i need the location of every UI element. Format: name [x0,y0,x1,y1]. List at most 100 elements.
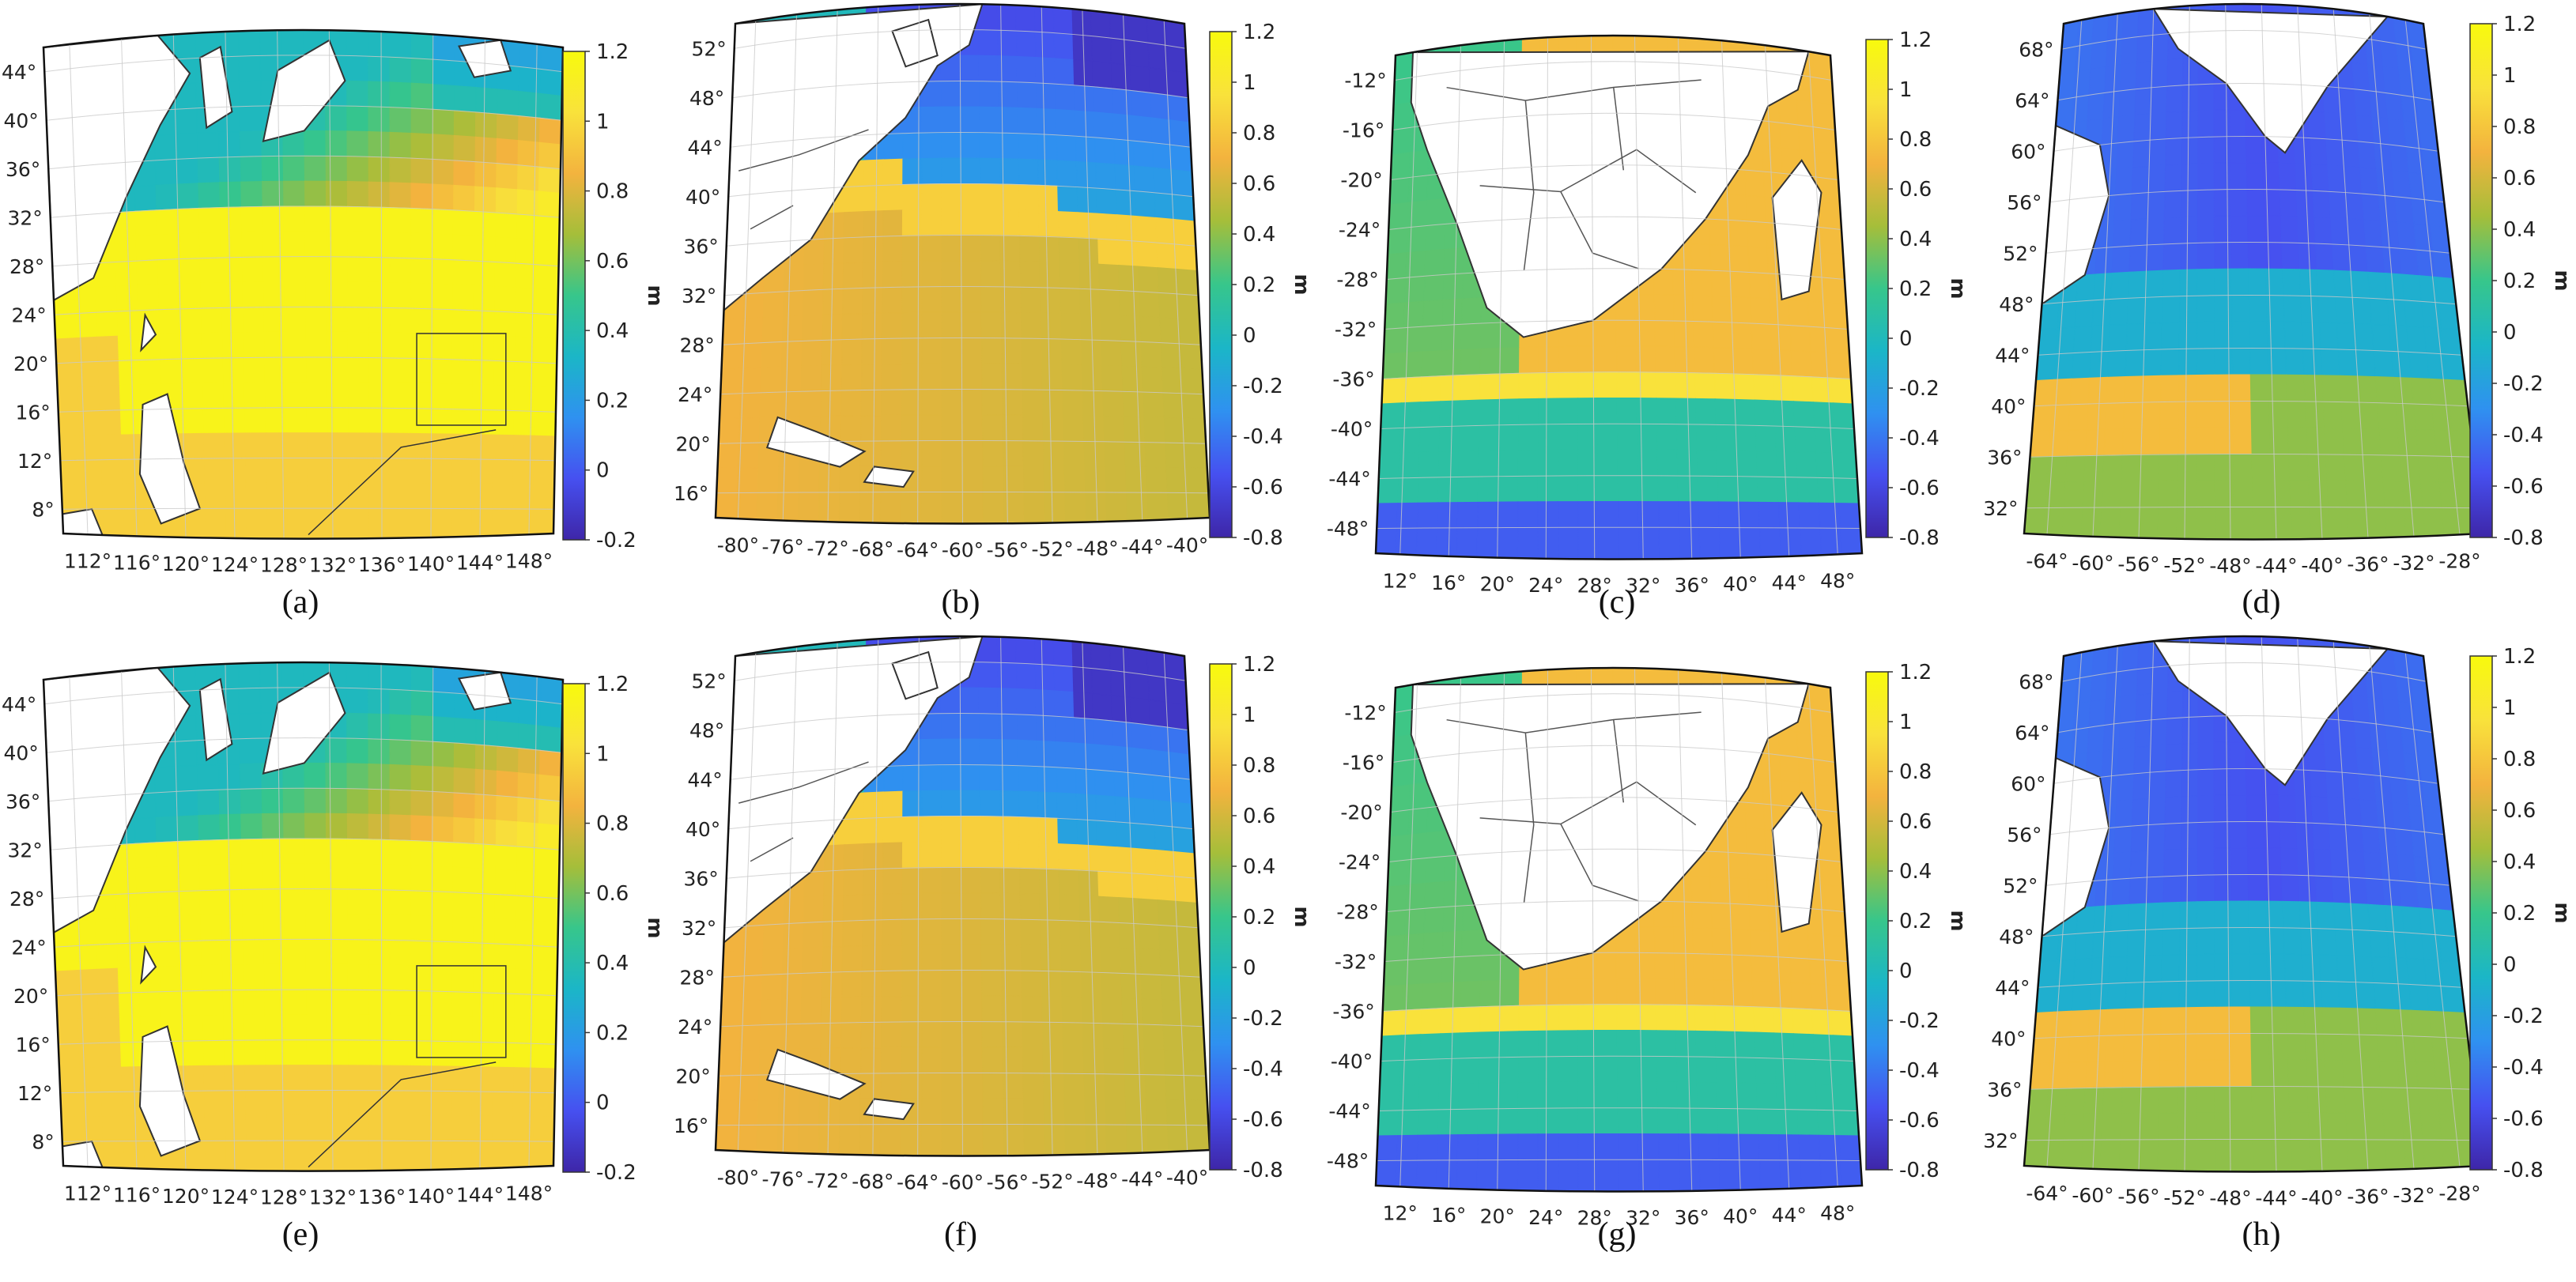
colorbar-unit: m [1290,273,1313,295]
colorbar-tick-label: 0.8 [596,180,629,204]
lon-tick-label: -60° [2072,552,2113,575]
lat-tick-label: 20° [13,985,48,1008]
lon-tick-label: 120° [162,552,210,575]
map-frame [714,2,1211,525]
graticule-lon [1765,45,1790,556]
lat-tick-label: 36° [6,790,40,813]
graticule-lon [1041,6,1053,523]
graticule-lon [2225,636,2231,1172]
lon-tick-label: -68° [852,538,893,561]
colorbar [1865,39,1889,538]
colorbar-tick-label: 0.4 [596,952,629,975]
lon-tick-label: -60° [942,1171,984,1194]
lat-tick-label: -36° [1332,1001,1374,1024]
lon-tick-label: -52° [2163,1186,2205,1209]
graticule-lon [277,30,285,539]
lat-tick-label: 40° [1991,1027,2026,1050]
lat-tick-label: -40° [1331,418,1373,441]
lon-tick-label: 20° [1480,573,1515,596]
colorbar-tick-label: -0.2 [2503,1005,2544,1028]
lat-tick-label: -44° [1328,1100,1370,1123]
country-border [1479,781,1697,826]
colorbar-tick-label: -0.8 [2503,526,2544,550]
lat-tick-label: 52° [2003,242,2038,265]
lon-tick-label: -64° [897,1171,939,1193]
lat-tick-label: -12° [1344,70,1386,92]
graticule-lat [2030,1085,2474,1090]
lat-tick-label: 12° [17,450,52,473]
colorbar-tick-label: 0.2 [1899,910,1932,933]
land-mass [2151,8,2389,154]
lat-tick-label: 20° [13,353,48,375]
colorbar-tick-label: -0.2 [1899,377,1940,401]
graticule-lon [328,662,334,1171]
graticule-lon [1448,677,1461,1189]
map-panel-a: 44° 40° 36° 32° 28° 24° 20° 16° 12° 8° 112° 116° 120… [2,28,667,620]
land-mass [891,18,939,68]
lon-tick-label: 24° [1528,574,1563,597]
graticule-lon [1000,636,1008,1156]
graticule-lat [1384,952,1849,962]
colorbar-tick-label: 0.6 [596,882,629,906]
lon-tick-label: 32° [1626,574,1660,597]
graticule-lon [2369,646,2415,1169]
lat-tick-label: 32° [682,917,716,940]
colorbar-tick-label: 0.2 [2503,270,2536,293]
colorbar-tick-label: 0.2 [2503,902,2536,926]
lon-tick-label: -40° [2301,554,2343,577]
graticule-lat [46,737,562,753]
colorbar-tick-label: 0 [1243,956,1256,980]
colorbar-tick-label: -0.4 [1899,427,1940,451]
lat-tick-label: -32° [1335,319,1377,341]
graticule-lat [1382,371,1852,379]
graticule-lon [2138,9,2155,538]
lat-tick-label: 68° [2019,38,2053,61]
colorbar-tick-label: 0.4 [1243,855,1275,879]
map-panel-b: 52° 48° 44° 40° 36° 32° 28° 24° 20° 16° -80° -76° -7… [674,2,1313,620]
colorbar-tick-label: 1.2 [596,40,629,64]
colorbar-tick-label: -0.2 [1243,1007,1283,1031]
colorbar-tick-label: -0.8 [1899,526,1940,550]
map-frame [1374,666,1864,1193]
colorbar-tick-label: -0.4 [1899,1059,1940,1083]
graticule-lat [1394,61,1833,81]
lat-tick-label: 44° [2,693,36,716]
graticule-lat [1388,848,1842,862]
lat-tick-label: 24° [678,1016,712,1039]
lat-tick-label: -28° [1336,901,1378,924]
graticule-lat [2042,294,2457,305]
lon-tick-label: 44° [1772,571,1807,594]
lon-tick-label: 116° [113,1183,161,1206]
lat-tick-label: 24° [678,383,712,406]
lat-tick-label: 40° [3,741,38,764]
lon-tick-label: -36° [2347,1186,2389,1208]
colorbar-tick-label: 1.2 [596,673,629,696]
colorbar-tick-label: 0 [596,459,610,483]
lon-tick-label: 140° [407,552,455,575]
colorbar-tick-label: 0.8 [2503,748,2536,771]
lat-tick-label: 48° [1999,926,2034,948]
map-panel-f: 52° 48° 44° 40° 36° 32° 28° 24° 20° 16° -80° -76° -7… [674,635,1313,1253]
country-border [1523,733,1535,903]
lon-tick-label: 140° [407,1185,455,1208]
colorbar-tick-label: 0.4 [1899,228,1932,251]
lon-tick-label: 44° [1772,1204,1807,1227]
graticule-lat [60,457,555,462]
graticule-lon [2046,20,2083,535]
map-frame [1374,34,1864,560]
graticule-lon [737,20,757,519]
lat-tick-label: 44° [1995,976,2030,999]
lat-tick-label: 12° [17,1082,52,1105]
graticule-lon [2404,20,2461,535]
lon-tick-label: -48° [2209,1186,2251,1209]
graticule-lat [1382,1004,1852,1012]
colorbar-tick-label: 0 [2503,953,2517,977]
graticule-lat [1392,112,1836,130]
sea-level-field [716,636,1210,1156]
graticule-lat [2030,453,2474,458]
country-border [1523,100,1535,271]
lat-tick-label: -12° [1344,702,1386,725]
graticule-lat [2026,1138,2480,1141]
lon-tick-label: 12° [1383,569,1418,592]
sea-level-field [43,662,563,1171]
